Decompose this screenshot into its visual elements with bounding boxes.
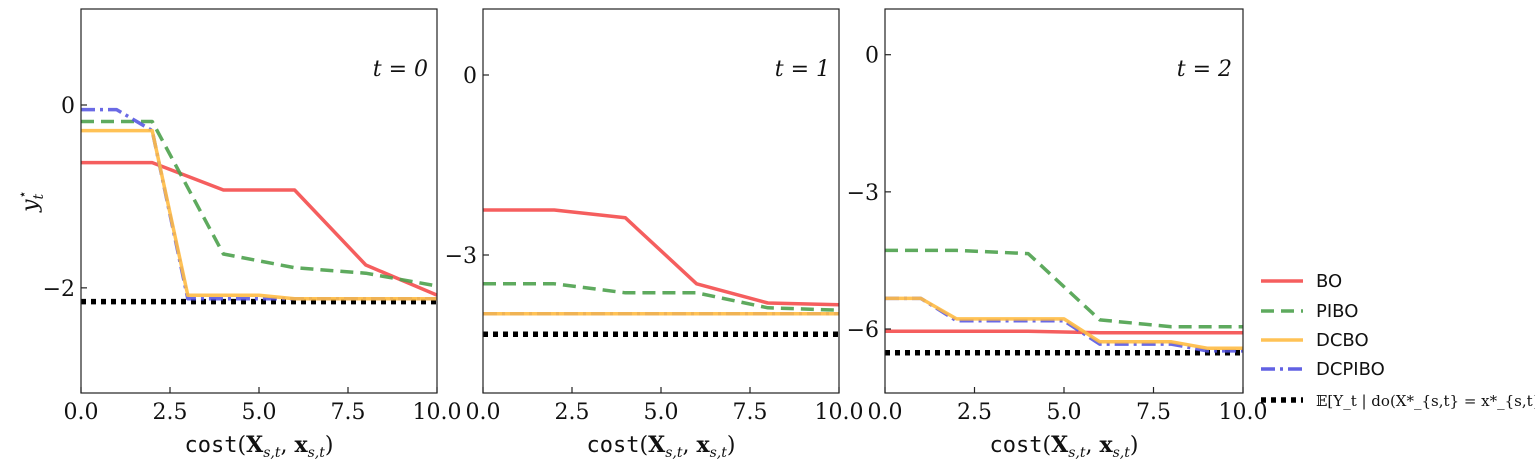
- y-tick-label: 0: [61, 94, 75, 119]
- series-line-bo: [81, 160, 437, 297]
- chart-panel-1: 0.0 2.5 5.0 7.5 10.0 0 −3 t = 1 cost(Xs,t, xs,t): [445, 8, 864, 461]
- x-tick-label: 0.0: [868, 400, 903, 425]
- x-tick-label: 2.5: [555, 400, 590, 425]
- panel-label: t = 1: [775, 57, 830, 82]
- y-tick-label: −3: [445, 244, 477, 269]
- series-group: [81, 107, 437, 305]
- x-tick-label: 5.0: [242, 400, 277, 425]
- series-line-dcbo: [81, 128, 437, 301]
- y-tick-label: 0: [865, 44, 879, 69]
- x-axis-label: cost(Xs,t, xs,t): [185, 432, 334, 461]
- chart-panel-0: 0.0 2.5 5.0 7.5 10.0 0 −2 t = 0 cost(Xs,t, xs,t)…: [15, 8, 462, 461]
- legend-label: DCPIBO: [1316, 359, 1385, 380]
- y-axis-label: yt⋆: [15, 190, 47, 213]
- x-tick-label: 7.5: [331, 400, 366, 425]
- series-line-bo: [483, 208, 839, 307]
- x-tick-label: 10.0: [413, 400, 462, 425]
- x-tick-label: 7.5: [733, 400, 768, 425]
- x-tick-label: 10.0: [1219, 400, 1268, 425]
- series-line-pibo: [81, 119, 437, 288]
- series-line-dcpibo: [81, 107, 437, 301]
- series-line-dcbo: [885, 296, 1243, 350]
- panel-label: t = 2: [1177, 57, 1232, 82]
- series-group: [483, 208, 839, 337]
- panel-label: t = 0: [373, 57, 428, 82]
- legend-label: BO: [1316, 271, 1342, 292]
- x-tick-label: 2.5: [957, 400, 992, 425]
- series-line-dcpibo: [885, 296, 1243, 353]
- y-tick-label: 0: [463, 64, 477, 89]
- x-tick-label: 0.0: [466, 400, 501, 425]
- x-tick-label: 2.5: [153, 400, 188, 425]
- y-tick-label: −2: [43, 277, 75, 302]
- x-tick-label: 5.0: [644, 400, 679, 425]
- legend-label: DCBO: [1316, 330, 1369, 351]
- series-line-pibo: [885, 248, 1243, 329]
- legend: BO PIBO DCBO DCPIBO 𝔼[Y_t | do(X*_{s,t} = x*…: [1261, 271, 1535, 410]
- series-line-pibo: [483, 282, 839, 312]
- x-tick-label: 5.0: [1047, 400, 1082, 425]
- x-tick-label: 10.0: [815, 400, 864, 425]
- y-tick-label: −3: [847, 181, 879, 206]
- legend-label: 𝔼[Y_t | do(X*_{s,t} = x*_{s,t})]: [1316, 392, 1535, 410]
- legend-label: PIBO: [1316, 301, 1358, 322]
- x-axis-label: cost(Xs,t, xs,t): [990, 432, 1139, 461]
- series-group: [885, 248, 1243, 356]
- series-line-bo: [885, 329, 1243, 335]
- x-tick-label: 0.0: [64, 400, 99, 425]
- y-tick-label: −6: [847, 318, 879, 343]
- x-tick-label: 7.5: [1136, 400, 1171, 425]
- x-axis-label: cost(Xs,t, xs,t): [587, 432, 736, 461]
- chart-panel-2: 0.0 2.5 5.0 7.5 10.0 0 −3 −6 t = 2 cost(Xs,t, xs,…: [847, 8, 1268, 461]
